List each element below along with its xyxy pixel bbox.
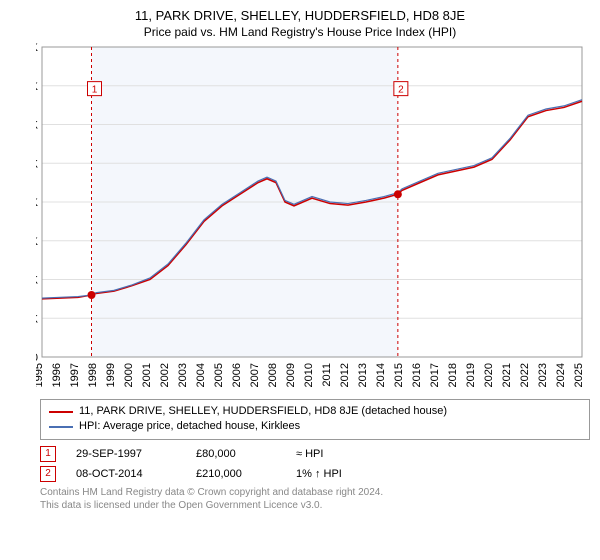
svg-text:2025: 2025 — [573, 363, 585, 387]
svg-text:£200K: £200K — [36, 197, 39, 209]
svg-text:2000: 2000 — [123, 363, 135, 387]
svg-text:2023: 2023 — [537, 363, 549, 387]
svg-text:1998: 1998 — [87, 363, 99, 387]
event-delta: ≈ HPI — [296, 448, 376, 460]
events-table: 1 29-SEP-1997 £80,000 ≈ HPI 2 08-OCT-201… — [40, 446, 590, 482]
svg-text:£100K: £100K — [36, 275, 39, 287]
event-row: 1 29-SEP-1997 £80,000 ≈ HPI — [40, 446, 590, 462]
event-price: £210,000 — [196, 468, 276, 480]
legend-item: 11, PARK DRIVE, SHELLEY, HUDDERSFIELD, H… — [49, 404, 581, 419]
svg-text:2015: 2015 — [393, 363, 405, 387]
svg-text:2013: 2013 — [357, 363, 369, 387]
svg-text:1: 1 — [92, 85, 98, 96]
legend-box: 11, PARK DRIVE, SHELLEY, HUDDERSFIELD, H… — [40, 399, 590, 440]
svg-text:2010: 2010 — [303, 363, 315, 387]
event-badge: 2 — [40, 466, 56, 482]
svg-text:2003: 2003 — [177, 363, 189, 387]
svg-text:2006: 2006 — [231, 363, 243, 387]
svg-text:2004: 2004 — [195, 363, 207, 387]
legend-swatch — [49, 411, 73, 413]
event-date: 29-SEP-1997 — [76, 448, 176, 460]
event-badge: 1 — [40, 446, 56, 462]
svg-text:2008: 2008 — [267, 363, 279, 387]
svg-text:2001: 2001 — [141, 363, 153, 387]
svg-text:1997: 1997 — [69, 363, 81, 387]
svg-text:2017: 2017 — [429, 363, 441, 387]
svg-text:£50K: £50K — [36, 313, 39, 325]
svg-text:2018: 2018 — [447, 363, 459, 387]
legend-swatch — [49, 426, 73, 428]
svg-text:2022: 2022 — [519, 363, 531, 387]
chart-title: 11, PARK DRIVE, SHELLEY, HUDDERSFIELD, H… — [0, 0, 600, 23]
svg-text:2019: 2019 — [465, 363, 477, 387]
svg-text:2005: 2005 — [213, 363, 225, 387]
svg-text:2014: 2014 — [375, 363, 387, 387]
svg-text:2020: 2020 — [483, 363, 495, 387]
svg-text:£350K: £350K — [36, 81, 39, 93]
footnote-line: Contains HM Land Registry data © Crown c… — [40, 486, 590, 499]
svg-text:2016: 2016 — [411, 363, 423, 387]
svg-text:2021: 2021 — [501, 363, 513, 387]
svg-text:1999: 1999 — [105, 363, 117, 387]
svg-text:£150K: £150K — [36, 236, 39, 248]
svg-text:2011: 2011 — [321, 363, 333, 387]
legend-label: HPI: Average price, detached house, Kirk… — [79, 419, 300, 434]
svg-text:2009: 2009 — [285, 363, 297, 387]
svg-text:2002: 2002 — [159, 363, 171, 387]
svg-text:2024: 2024 — [555, 363, 567, 387]
svg-text:1995: 1995 — [36, 363, 45, 387]
svg-text:£250K: £250K — [36, 158, 39, 170]
svg-text:£0: £0 — [36, 352, 38, 364]
event-price: £80,000 — [196, 448, 276, 460]
svg-text:£300K: £300K — [36, 120, 39, 132]
event-delta: 1% ↑ HPI — [296, 468, 376, 480]
svg-text:2: 2 — [398, 85, 404, 96]
event-date: 08-OCT-2014 — [76, 468, 176, 480]
chart-subtitle: Price paid vs. HM Land Registry's House … — [0, 23, 600, 43]
event-row: 2 08-OCT-2014 £210,000 1% ↑ HPI — [40, 466, 590, 482]
chart-area: £0 £50K £100K £150K £200K £250K £300K £350K £400… — [36, 43, 596, 393]
svg-text:£400K: £400K — [36, 43, 39, 54]
svg-text:2007: 2007 — [249, 363, 261, 387]
footnote: Contains HM Land Registry data © Crown c… — [40, 486, 590, 512]
svg-text:2012: 2012 — [339, 363, 351, 387]
footnote-line: This data is licensed under the Open Gov… — [40, 499, 590, 512]
legend-label: 11, PARK DRIVE, SHELLEY, HUDDERSFIELD, H… — [79, 404, 447, 419]
legend-item: HPI: Average price, detached house, Kirk… — [49, 419, 581, 434]
svg-text:1996: 1996 — [51, 363, 63, 387]
